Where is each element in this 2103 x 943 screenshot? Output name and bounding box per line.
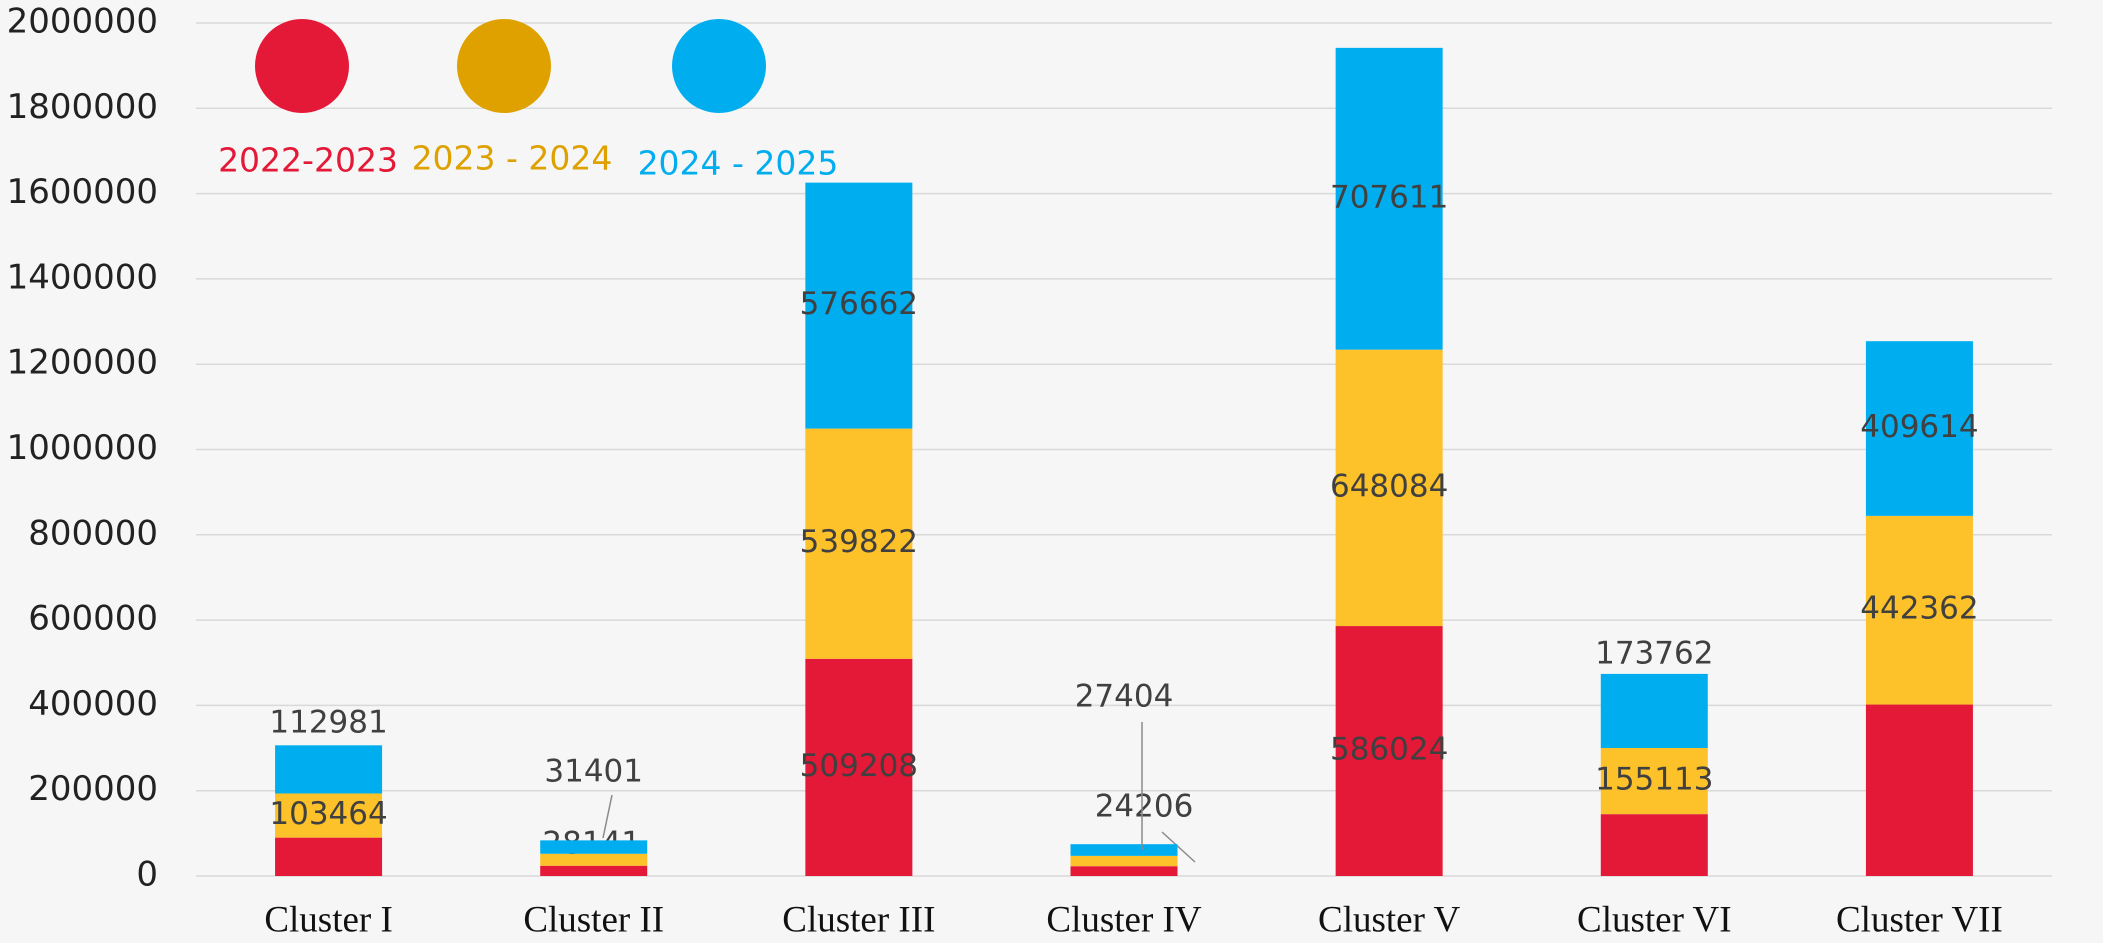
- bar-segment: [540, 853, 648, 866]
- legend-label: 2022-2023: [218, 141, 398, 180]
- bar-segment: [1335, 47, 1443, 350]
- y-tick-label: 200000: [28, 769, 158, 809]
- bar-segment: [275, 837, 383, 876]
- bar-segment: [805, 182, 913, 429]
- label-leader: [602, 794, 613, 839]
- y-tick-label: 1600000: [7, 172, 158, 212]
- legend-swatch: [672, 19, 766, 113]
- data-label: 112981: [269, 705, 387, 741]
- data-label: 409614: [1860, 409, 1978, 445]
- bar-segment: [1865, 515, 1973, 705]
- x-tick-label: Cluster II: [523, 899, 664, 940]
- legend-swatch: [255, 19, 349, 113]
- data-label: 539822: [800, 524, 918, 560]
- bar-segment: [1070, 866, 1178, 876]
- bar-segment: [275, 745, 383, 794]
- y-tick-label: 1000000: [7, 428, 158, 468]
- bar-segment: [1070, 855, 1178, 867]
- bar-segment: [1865, 704, 1973, 876]
- bar-segment: [540, 840, 648, 854]
- x-tick-label: Cluster III: [782, 899, 935, 940]
- legend-label: 2023 - 2024: [412, 139, 613, 178]
- y-tick-label: 1400000: [7, 257, 158, 297]
- bar-segment: [1865, 341, 1973, 516]
- y-tick-label: 400000: [28, 684, 158, 724]
- x-tick-label: Cluster VII: [1836, 899, 2003, 940]
- data-label: 648084: [1330, 468, 1448, 504]
- y-tick-label: 2000000: [7, 2, 158, 42]
- data-label: 24206: [1095, 789, 1194, 825]
- bar-segment: [805, 658, 913, 876]
- data-label: 27404: [1075, 679, 1174, 715]
- bar-segment: [1335, 349, 1443, 627]
- legend-swatch: [457, 19, 551, 113]
- x-tick-label: Cluster V: [1318, 899, 1460, 940]
- label-leader: [1161, 831, 1196, 863]
- bar-segment: [275, 793, 383, 838]
- y-tick-label: 0: [136, 855, 158, 895]
- y-tick-label: 1800000: [7, 87, 158, 127]
- data-label: 155113: [1595, 762, 1713, 798]
- bar-segment: [1335, 626, 1443, 876]
- data-label: 442362: [1860, 591, 1978, 627]
- x-tick-label: Cluster I: [264, 899, 392, 940]
- data-label: 586024: [1330, 732, 1448, 768]
- data-label: 576662: [800, 286, 918, 322]
- data-label: 31401: [544, 754, 643, 790]
- x-tick-label: Cluster IV: [1046, 899, 1201, 940]
- bar-segment: [540, 865, 648, 876]
- bar-segment: [1600, 673, 1708, 749]
- bar-segment: [1600, 814, 1708, 876]
- y-tick-label: 1200000: [7, 343, 158, 383]
- y-tick-label: 800000: [28, 513, 158, 553]
- data-label: 509208: [800, 748, 918, 784]
- data-label: 707611: [1330, 179, 1448, 215]
- data-label: 103464: [269, 796, 387, 832]
- bar-segment: [1070, 844, 1178, 856]
- bar-segment: [1600, 748, 1708, 815]
- bar-segment: [805, 428, 913, 659]
- legend-label: 2024 - 2025: [638, 144, 839, 183]
- y-tick-label: 600000: [28, 599, 158, 639]
- data-label: 173762: [1595, 636, 1713, 672]
- x-tick-label: Cluster VI: [1577, 899, 1732, 940]
